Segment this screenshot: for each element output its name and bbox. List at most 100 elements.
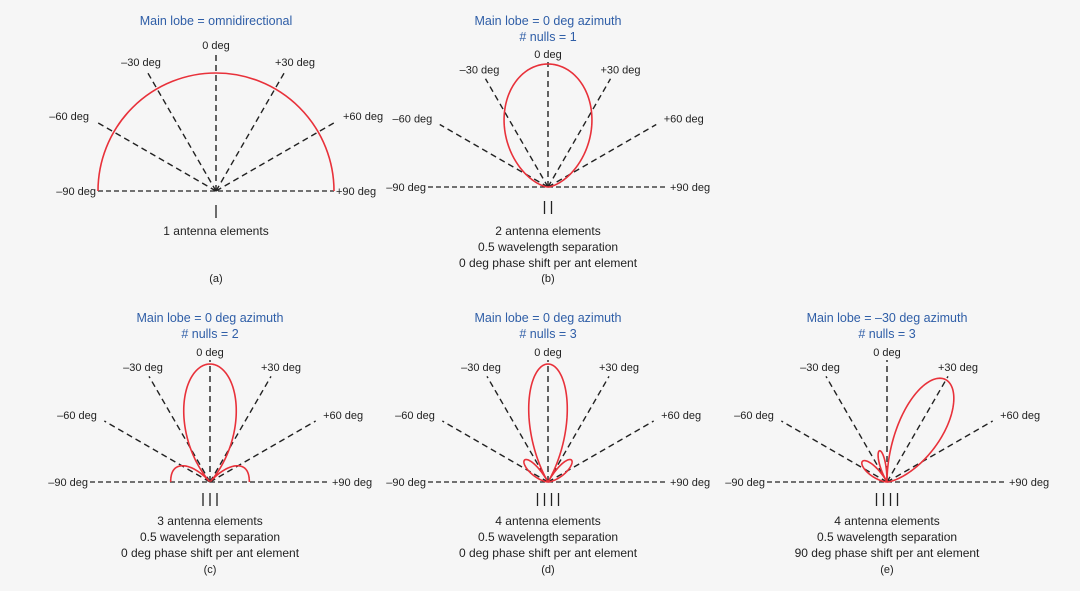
panel-a-guide-m30deg bbox=[146, 71, 217, 192]
panel-d-desc-line-2: 0.5 wavelength separation bbox=[478, 530, 618, 544]
panel-b-label-m90deg: –90 deg bbox=[386, 182, 426, 194]
panel-b-title-line-2: # nulls = 1 bbox=[519, 30, 576, 44]
panel-a-desc-line-1: 1 antenna elements bbox=[163, 224, 268, 238]
panel-b-desc-line-2: 0.5 wavelength separation bbox=[478, 240, 618, 254]
panel-e-label-p60deg: +60 deg bbox=[1000, 410, 1040, 422]
panel-e-title-line-1: Main lobe = –30 deg azimuth bbox=[807, 311, 968, 325]
panel-c-guide-p30deg bbox=[209, 375, 272, 483]
panel-e-guides bbox=[767, 360, 1007, 483]
panel-c-label-p60deg: +60 deg bbox=[323, 410, 363, 422]
panel-a-label-p60deg: +60 deg bbox=[343, 111, 383, 123]
panel-c-title-line-2: # nulls = 2 bbox=[181, 327, 238, 341]
panel-c-label-m60deg: –60 deg bbox=[57, 410, 97, 422]
panel-b-lobe bbox=[503, 63, 593, 188]
panel-d-label-p30deg: +30 deg bbox=[599, 362, 639, 374]
panel-e-label-p90deg: +90 deg bbox=[1009, 477, 1049, 489]
panel-d-desc-line-3: 0 deg phase shift per ant element bbox=[459, 546, 638, 560]
panel-c-title-line-1: Main lobe = 0 deg azimuth bbox=[137, 311, 284, 325]
panel-e-element-ticks bbox=[875, 493, 899, 506]
panel-e-label-p30deg: +30 deg bbox=[938, 362, 978, 374]
panel-d-guide-m30deg bbox=[486, 375, 549, 483]
panel-e: Main lobe = –30 deg azimuth # nulls = 3 … bbox=[725, 311, 1049, 576]
panel-d-guide-p30deg bbox=[547, 375, 610, 483]
panel-e-guide-p30deg bbox=[886, 375, 949, 483]
panel-e-label-m30deg: –30 deg bbox=[800, 362, 840, 374]
panel-b-caption: (b) bbox=[541, 273, 554, 285]
panel-a: Main lobe = omnidirectional 0 deg –30 de… bbox=[49, 14, 383, 285]
panel-e-label-m90deg: –90 deg bbox=[725, 477, 765, 489]
panel-e-desc-line-1: 4 antenna elements bbox=[834, 514, 939, 528]
panel-a-title-line-1: Main lobe = omnidirectional bbox=[140, 14, 293, 28]
panel-c-label-0deg: 0 deg bbox=[196, 347, 224, 359]
panel-c-label-p90deg: +90 deg bbox=[332, 477, 372, 489]
panel-b-label-p90deg: +90 deg bbox=[670, 182, 710, 194]
panel-a-label-p90deg: +90 deg bbox=[336, 186, 376, 198]
panel-b-desc-line-1: 2 antenna elements bbox=[495, 224, 600, 238]
panel-d-lobe bbox=[523, 363, 573, 483]
panel-b: Main lobe = 0 deg azimuth # nulls = 1 0 … bbox=[386, 14, 710, 285]
panel-e-caption: (e) bbox=[880, 564, 893, 576]
panel-e-label-0deg: 0 deg bbox=[873, 347, 901, 359]
panel-d-desc-line-1: 4 antenna elements bbox=[495, 514, 600, 528]
panel-e-guide-m30deg bbox=[825, 375, 888, 483]
panel-a-label-m60deg: –60 deg bbox=[49, 111, 89, 123]
panel-c-element-ticks bbox=[202, 493, 218, 506]
panel-a-lobe bbox=[97, 72, 335, 192]
panel-a-label-m90deg: –90 deg bbox=[56, 186, 96, 198]
panel-e-desc-line-3: 90 deg phase shift per ant element bbox=[795, 546, 980, 560]
panel-d-title-line-2: # nulls = 3 bbox=[519, 327, 576, 341]
panel-d-guides bbox=[428, 360, 668, 483]
panel-a-guide-m60deg bbox=[96, 121, 217, 192]
panel-c-label-m30deg: –30 deg bbox=[123, 362, 163, 374]
panel-c-guide-m60deg bbox=[103, 420, 211, 483]
panel-d-label-m30deg: –30 deg bbox=[461, 362, 501, 374]
panel-b-label-p60deg: +60 deg bbox=[664, 114, 704, 126]
panel-c-caption: (c) bbox=[204, 564, 217, 576]
panel-d-label-0deg: 0 deg bbox=[534, 347, 562, 359]
panel-c-desc-line-1: 3 antenna elements bbox=[157, 514, 262, 528]
panel-d-caption: (d) bbox=[541, 564, 554, 576]
panel-d: Main lobe = 0 deg azimuth # nulls = 3 0 … bbox=[386, 311, 710, 576]
panel-a-caption: (a) bbox=[209, 273, 222, 285]
panel-a-label-0deg: 0 deg bbox=[202, 40, 230, 52]
panel-e-label-m60deg: –60 deg bbox=[734, 410, 774, 422]
panel-e-guide-m60deg bbox=[780, 420, 888, 483]
panel-d-guide-m60deg bbox=[441, 420, 549, 483]
panel-e-title-line-2: # nulls = 3 bbox=[858, 327, 915, 341]
panel-d-label-p90deg: +90 deg bbox=[670, 477, 710, 489]
panel-c-desc-line-3: 0 deg phase shift per ant element bbox=[121, 546, 300, 560]
panel-d-guide-p60deg bbox=[547, 420, 655, 483]
panel-b-label-m60deg: –60 deg bbox=[393, 114, 433, 126]
panel-a-guide-p30deg bbox=[215, 71, 286, 192]
panel-c-lobe bbox=[169, 363, 251, 483]
panel-b-title-line-1: Main lobe = 0 deg azimuth bbox=[475, 14, 622, 28]
panel-b-guides bbox=[428, 62, 668, 188]
panel-b-element-ticks bbox=[543, 201, 553, 214]
panel-a-label-m30deg: –30 deg bbox=[121, 57, 161, 69]
panel-b-guide-m60deg bbox=[439, 123, 549, 188]
panel-c-label-p30deg: +30 deg bbox=[261, 362, 301, 374]
panel-b-guide-m30deg bbox=[484, 78, 549, 188]
panel-d-label-m60deg: –60 deg bbox=[395, 410, 435, 422]
panel-d-label-m90deg: –90 deg bbox=[386, 477, 426, 489]
panel-a-label-p30deg: +30 deg bbox=[275, 57, 315, 69]
panel-a-guide-p60deg bbox=[215, 121, 336, 192]
panel-c-guide-p60deg bbox=[209, 420, 317, 483]
panel-e-lobe bbox=[861, 377, 955, 483]
panel-b-label-p30deg: +30 deg bbox=[600, 64, 640, 76]
panel-c-label-m90deg: –90 deg bbox=[48, 477, 88, 489]
panel-d-title-line-1: Main lobe = 0 deg azimuth bbox=[475, 311, 622, 325]
panel-b-desc-line-3: 0 deg phase shift per ant element bbox=[459, 256, 638, 270]
panel-e-guide-p60deg bbox=[886, 420, 994, 483]
panel-d-element-ticks bbox=[536, 493, 560, 506]
panel-a-guides bbox=[96, 53, 336, 192]
panel-c-desc-line-2: 0.5 wavelength separation bbox=[140, 530, 280, 544]
panel-b-guide-p30deg bbox=[547, 78, 612, 188]
panel-b-label-m30deg: –30 deg bbox=[460, 64, 500, 76]
panel-e-desc-line-2: 0.5 wavelength separation bbox=[817, 530, 957, 544]
panel-d-label-p60deg: +60 deg bbox=[661, 410, 701, 422]
panel-b-label-0deg: 0 deg bbox=[534, 49, 562, 61]
panel-c-guide-m30deg bbox=[148, 375, 211, 483]
panel-c: Main lobe = 0 deg azimuth # nulls = 2 0 … bbox=[48, 311, 372, 576]
